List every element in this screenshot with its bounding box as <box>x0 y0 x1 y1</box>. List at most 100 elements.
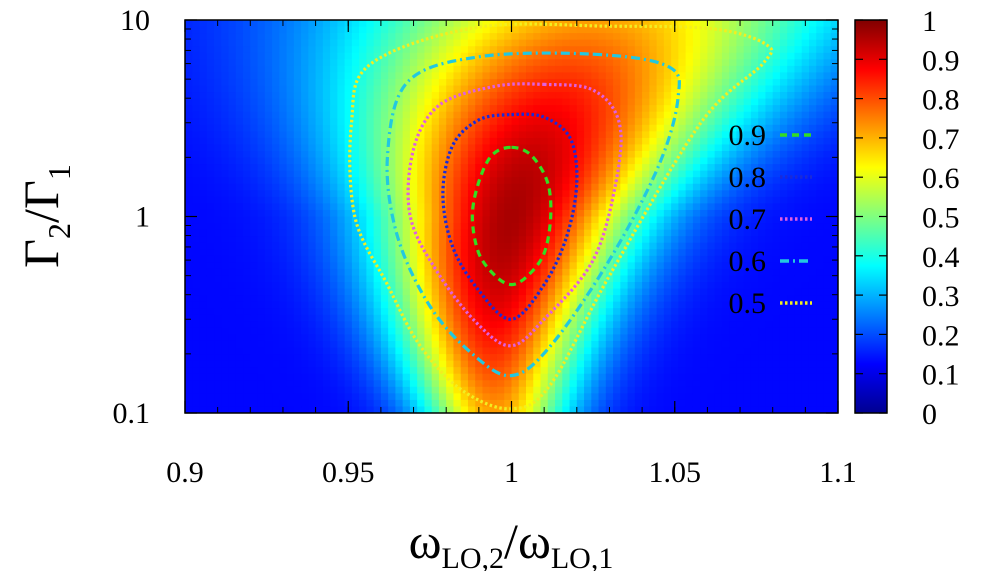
heatmap-cell <box>743 190 752 198</box>
heatmap-cell <box>591 347 600 355</box>
heatmap-cell <box>424 118 433 126</box>
heatmap-cell <box>707 111 716 119</box>
heatmap-cell <box>656 242 665 250</box>
heatmap-cell <box>729 321 738 329</box>
heatmap-cell <box>330 216 339 224</box>
heatmap-cell <box>540 131 549 139</box>
heatmap-cell <box>373 157 382 165</box>
heatmap-cell <box>613 406 622 413</box>
heatmap-cell <box>547 340 556 349</box>
heatmap-cell <box>518 137 527 146</box>
heatmap-cell <box>642 52 651 60</box>
heatmap-cell <box>279 190 288 198</box>
heatmap-cell <box>402 183 411 191</box>
heatmap-cell <box>482 164 491 172</box>
heatmap-cell <box>351 177 360 185</box>
heatmap-cell <box>214 26 222 34</box>
heatmap-cell <box>729 275 738 283</box>
heatmap-cell <box>489 39 498 47</box>
heatmap-cell <box>402 229 411 237</box>
heatmap-cell <box>293 386 302 395</box>
heatmap-cell <box>438 347 447 355</box>
heatmap-cell <box>293 347 302 355</box>
heatmap-cell <box>467 39 476 47</box>
heatmap-cell <box>649 92 658 100</box>
heatmap-cell <box>206 183 215 191</box>
heatmap-cell <box>366 52 375 60</box>
heatmap-cell <box>569 242 578 250</box>
heatmap-cell <box>743 137 752 146</box>
heatmap-cell <box>424 164 433 172</box>
heatmap-cell <box>228 85 237 93</box>
heatmap-cell <box>772 144 781 152</box>
heatmap-cell <box>453 170 462 178</box>
heatmap-cell <box>272 229 281 237</box>
heatmap-cell <box>656 124 665 133</box>
heatmap-cell <box>453 92 462 100</box>
heatmap-cell <box>482 360 491 368</box>
heatmap-cell <box>446 196 455 205</box>
heatmap-cell <box>707 249 716 257</box>
heatmap-cell <box>185 157 193 165</box>
heatmap-cell <box>758 216 767 224</box>
heatmap-cell <box>663 386 672 395</box>
heatmap-cell <box>279 268 288 277</box>
heatmap-cell <box>613 78 622 87</box>
heatmap-cell <box>605 399 614 408</box>
heatmap-cell <box>206 144 215 152</box>
heatmap-cell <box>678 236 687 244</box>
heatmap-cell <box>395 216 404 224</box>
heatmap-cell <box>729 46 738 54</box>
heatmap-cell <box>758 92 767 100</box>
heatmap-cell <box>431 314 440 322</box>
heatmap-cell <box>206 20 215 28</box>
heatmap-cell <box>678 203 687 211</box>
heatmap-cell <box>308 26 317 34</box>
heatmap-cell <box>221 295 230 303</box>
heatmap-cell <box>446 321 455 329</box>
heatmap-cell <box>192 72 201 80</box>
heatmap-cell <box>402 223 411 231</box>
heatmap-cell <box>264 203 273 211</box>
heatmap-cell <box>373 275 382 283</box>
heatmap-cell <box>322 223 331 231</box>
heatmap-cell <box>540 124 549 133</box>
heatmap-cell <box>482 393 491 401</box>
heatmap-cell <box>605 59 614 67</box>
heatmap-cell <box>293 78 302 87</box>
heatmap-cell <box>257 373 266 381</box>
heatmap-cell <box>533 190 542 198</box>
heatmap-cell <box>598 20 607 28</box>
heatmap-cell <box>453 39 462 47</box>
heatmap-cell <box>293 190 302 198</box>
heatmap-cell <box>272 52 281 60</box>
heatmap-cell <box>446 124 455 133</box>
heatmap-cell <box>337 52 346 60</box>
heatmap-cell <box>460 98 469 106</box>
heatmap-cell <box>344 380 353 388</box>
heatmap-cell <box>533 151 542 159</box>
heatmap-cell <box>671 92 680 100</box>
heatmap-cell <box>228 268 237 277</box>
heatmap-cell <box>475 314 484 322</box>
heatmap-cell <box>446 347 455 355</box>
heatmap-cell <box>264 347 273 355</box>
heatmap-cell <box>235 26 244 34</box>
heatmap-cell <box>620 151 629 159</box>
heatmap-cell <box>634 393 643 401</box>
heatmap-cell <box>279 380 288 388</box>
heatmap-cell <box>642 268 651 277</box>
heatmap-cell <box>257 354 266 362</box>
heatmap-cell <box>496 92 505 100</box>
heatmap-cell <box>678 137 687 146</box>
heatmap-cell <box>758 59 767 67</box>
heatmap-cell <box>504 164 513 172</box>
heatmap-cell <box>678 367 687 375</box>
heatmap-cell <box>286 301 295 309</box>
heatmap-cell <box>729 255 738 264</box>
heatmap-cell <box>424 360 433 368</box>
heatmap-cell <box>199 327 208 336</box>
heatmap-cell <box>199 406 208 413</box>
heatmap-cell <box>518 347 527 355</box>
heatmap-cell <box>453 78 462 87</box>
